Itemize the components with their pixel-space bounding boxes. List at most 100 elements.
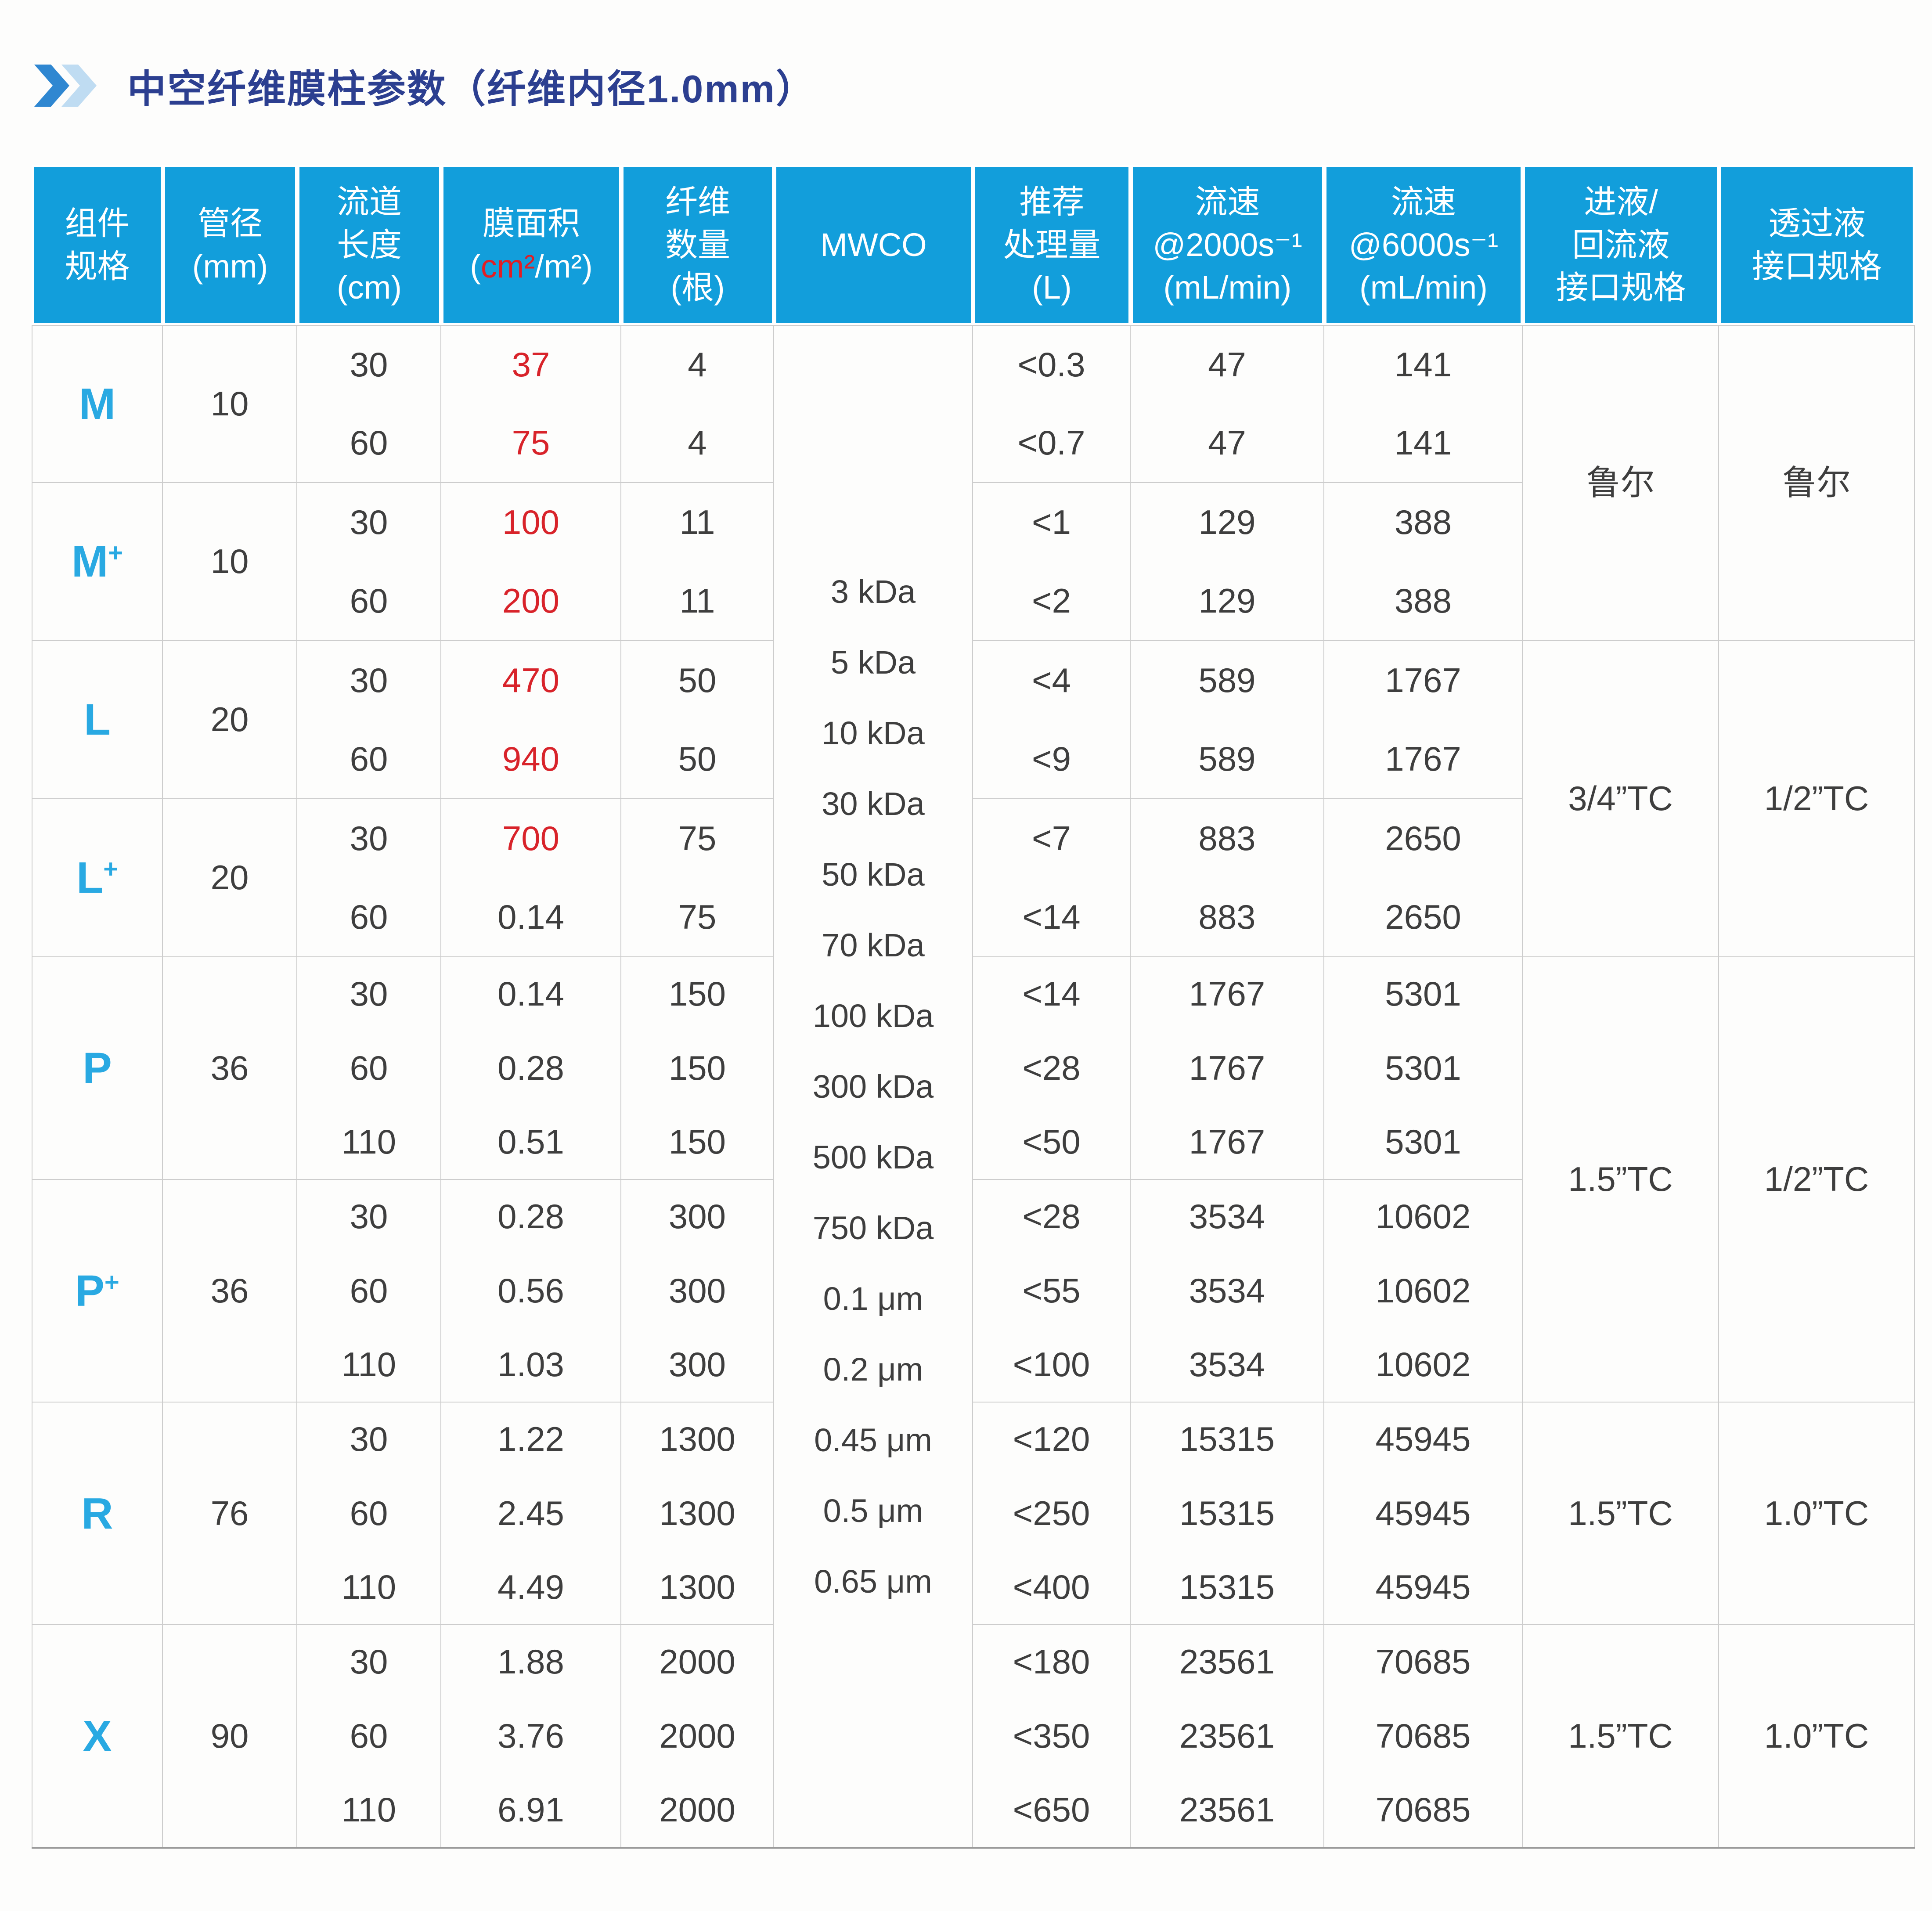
flow-rate-2000-cell: 1767 1767 1767 <box>1131 957 1324 1180</box>
area-value: 0.14 <box>497 974 564 1013</box>
mwco-item: 0.45 μm <box>814 1421 932 1458</box>
mwco-item: 70 kDa <box>822 927 925 963</box>
membrane-area-cell: 700 0.14 <box>441 799 621 957</box>
spec-label: R <box>81 1492 113 1536</box>
spec-label: L+ <box>76 856 118 900</box>
length-value: 60 <box>350 423 388 462</box>
header-cell-mwco: MWCO <box>774 165 973 325</box>
spec-label: L <box>84 698 111 742</box>
header-line: 接口规格 <box>1752 248 1882 285</box>
page-title: 中空纤维膜柱参数（纤维内径1.0mm） <box>127 67 816 111</box>
flow-6000-value: 2650 <box>1385 818 1461 858</box>
spec-cell: P+ <box>32 1180 163 1403</box>
flow-2000-value: 23561 <box>1179 1716 1275 1755</box>
flow-rate-2000-cell: 883 883 <box>1131 799 1324 957</box>
header-line: 透过液 <box>1768 205 1866 242</box>
mwco-item: 0.2 μm <box>823 1351 923 1388</box>
unit-red-part: cm² <box>480 248 535 285</box>
page-header: 中空纤维膜柱参数（纤维内径1.0mm） <box>34 57 816 114</box>
header-cell-channel-length: 流道 长度 (cm) <box>297 165 441 325</box>
volume-value: <400 <box>1013 1567 1090 1606</box>
length-value: 60 <box>350 739 388 778</box>
permeate-interface-cell: 1.0”TC <box>1719 1625 1915 1847</box>
fiber-count-value: 1300 <box>659 1567 735 1606</box>
header-line: (mm) <box>192 248 268 285</box>
inlet-interface-value: 1.5”TC <box>1568 1493 1673 1532</box>
mwco-item: 30 kDa <box>822 785 925 822</box>
permeate-interface-value: 1/2”TC <box>1764 1160 1869 1199</box>
channel-length-cell: 30 60 <box>297 799 441 957</box>
flow-2000-value: 3534 <box>1189 1345 1265 1384</box>
mwco-item: 750 kDa <box>812 1209 934 1246</box>
length-value: 30 <box>350 818 388 858</box>
length-value: 60 <box>350 1271 388 1310</box>
header-cell-recommended-volume: 推荐 处理量 (L) <box>973 165 1131 325</box>
spec-cell: L+ <box>32 799 163 957</box>
flow-rate-2000-cell: 23561 23561 23561 <box>1131 1625 1324 1847</box>
area-value: 100 <box>502 502 560 541</box>
length-value: 30 <box>350 502 388 541</box>
spec-cell: L <box>32 641 163 799</box>
length-value: 110 <box>341 1567 396 1606</box>
double-chevron-right-icon <box>34 65 97 107</box>
diameter-cell: 90 <box>163 1625 297 1847</box>
flow-2000-value: 15315 <box>1179 1493 1275 1532</box>
volume-value: <50 <box>1022 1122 1081 1161</box>
channel-length-cell: 30 60 <box>297 325 441 483</box>
recommended-volume-cell: <0.3 <0.7 <box>973 325 1131 483</box>
diameter-cell: 20 <box>163 799 297 957</box>
area-value: 37 <box>512 345 550 384</box>
spec-letter: M <box>79 379 116 429</box>
volume-value: <28 <box>1022 1048 1081 1087</box>
unit-rest: /m²) <box>535 248 593 285</box>
permeate-interface-cell: 鲁尔 <box>1719 325 1915 641</box>
fiber-count-value: 150 <box>668 1048 726 1087</box>
diameter-cell: 36 <box>163 957 297 1180</box>
spec-cell: X <box>32 1625 163 1847</box>
permeate-interface-value: 鲁尔 <box>1782 463 1851 502</box>
recommended-volume-cell: <4 <9 <box>973 641 1131 799</box>
length-value: 30 <box>350 974 388 1013</box>
header-line: 长度 <box>337 226 402 263</box>
flow-rate-2000-cell: 129 129 <box>1131 483 1324 641</box>
area-value: 4.49 <box>497 1567 564 1606</box>
header-line: 处理量 <box>1003 226 1101 263</box>
fiber-count-value: 11 <box>679 581 715 620</box>
volume-value: <650 <box>1013 1790 1090 1829</box>
channel-length-cell: 30 60 <box>297 483 441 641</box>
header-cell-tube-diameter: 管径 (mm) <box>163 165 297 325</box>
area-value: 0.56 <box>497 1271 564 1310</box>
flow-6000-value: 141 <box>1394 345 1452 384</box>
header-line: 进液/ <box>1584 183 1658 220</box>
area-value: 2.45 <box>497 1493 564 1532</box>
flow-6000-value: 10602 <box>1375 1271 1471 1310</box>
header-line: 规格 <box>65 248 130 285</box>
membrane-area-cell: 0.14 0.28 0.51 <box>441 957 621 1180</box>
recommended-volume-cell: <28 <55 <100 <box>973 1180 1131 1403</box>
header-line: 数量 <box>665 226 730 263</box>
spec-letter: L <box>83 695 111 744</box>
spec-label: P+ <box>75 1269 119 1313</box>
fiber-count-value: 1300 <box>659 1420 735 1459</box>
flow-2000-value: 1767 <box>1189 974 1265 1013</box>
header-line: 管径 <box>198 205 263 242</box>
inlet-interface-value: 1.5”TC <box>1568 1716 1673 1755</box>
flow-rate-6000-cell: 70685 70685 70685 <box>1324 1625 1523 1847</box>
mwco-item: 5 kDa <box>830 644 916 681</box>
spec-label: M+ <box>72 540 123 584</box>
volume-value: <7 <box>1032 818 1071 858</box>
length-value: 30 <box>350 1197 388 1236</box>
flow-rate-2000-cell: 47 47 <box>1131 325 1324 483</box>
membrane-area-cell: 1.88 3.76 6.91 <box>441 1625 621 1847</box>
header-line: 流速 <box>1391 183 1456 220</box>
flow-2000-value: 15315 <box>1179 1420 1275 1459</box>
flow-6000-value: 45945 <box>1375 1420 1471 1459</box>
diameter-cell: 36 <box>163 1180 297 1403</box>
diameter-cell: 20 <box>163 641 297 799</box>
fiber-count-value: 11 <box>679 502 715 541</box>
flow-6000-value: 70685 <box>1375 1716 1471 1755</box>
flow-2000-value: 47 <box>1208 345 1246 384</box>
flow-rate-2000-cell: 589 589 <box>1131 641 1324 799</box>
length-value: 60 <box>350 897 388 936</box>
volume-value: <14 <box>1022 897 1081 936</box>
